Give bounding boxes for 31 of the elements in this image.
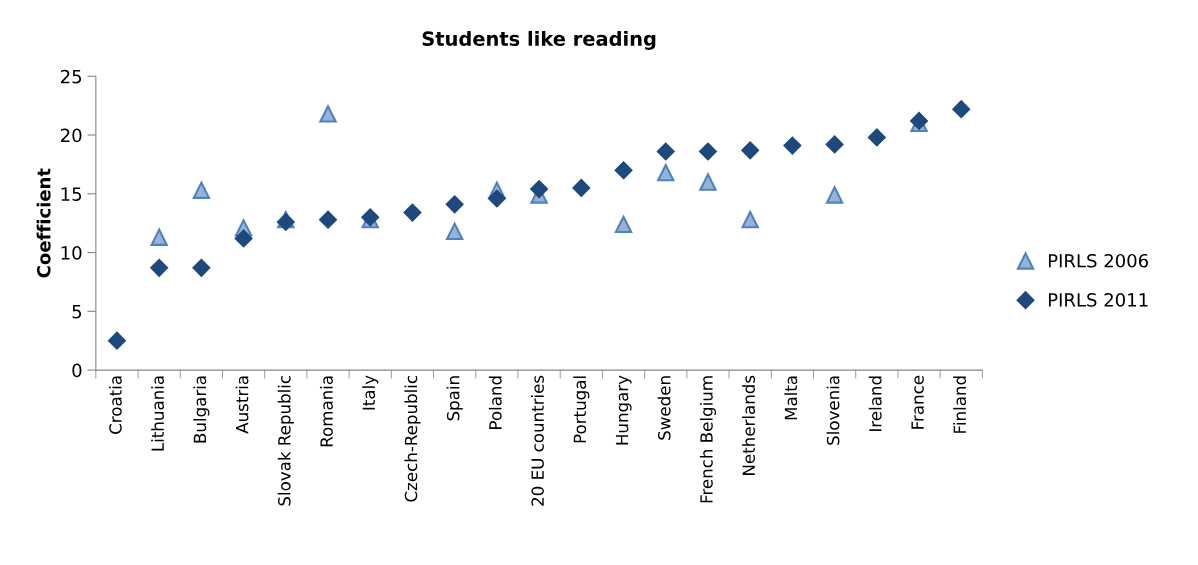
- legend-label: PIRLS 2006: [1048, 253, 1149, 268]
- chart-title: Students like reading: [422, 30, 656, 50]
- x-tick-label: Romania: [319, 376, 333, 447]
- x-tick-label: Slovenia: [826, 376, 840, 445]
- x-tick-label: Hungary: [615, 375, 632, 445]
- x-tick-label: Italy: [362, 375, 379, 410]
- y-tick-label: 5: [72, 305, 82, 319]
- x-tick-label: Ireland: [868, 376, 882, 431]
- x-tick-label: Czech-Republic: [404, 375, 421, 502]
- y-tick-label: 20: [60, 128, 82, 143]
- x-tick-label: French Belgium: [699, 376, 717, 503]
- x-tick-label: Sweden: [657, 376, 671, 440]
- y-tick-label: 10: [61, 246, 82, 260]
- x-tick-label: Croatia: [108, 376, 122, 434]
- x-tick-label: Finland: [953, 376, 967, 433]
- x-tick-label: Spain: [446, 376, 463, 421]
- x-tick-label: Poland: [488, 376, 502, 429]
- x-tick-label: Bulgaria: [193, 376, 210, 443]
- x-tick-label: Malta: [784, 376, 798, 420]
- x-tick-label: Portugal: [573, 376, 590, 443]
- x-tick-label: Slovak Republic: [277, 375, 294, 506]
- x-tick-label: Austria: [235, 376, 249, 434]
- legend-label: PIRLS 2011: [1048, 293, 1148, 307]
- x-tick-label: France: [911, 375, 924, 429]
- x-tick-label: Lithuania: [151, 376, 164, 451]
- x-tick-label: 20 EU countries: [531, 375, 544, 506]
- x-tick-label: Netherlands: [742, 375, 756, 475]
- y-axis-title: Coefficient: [36, 168, 51, 278]
- y-tick-label: 15: [61, 187, 82, 201]
- y-tick-label: 25: [60, 69, 82, 84]
- y-tick-label: 0: [72, 363, 82, 378]
